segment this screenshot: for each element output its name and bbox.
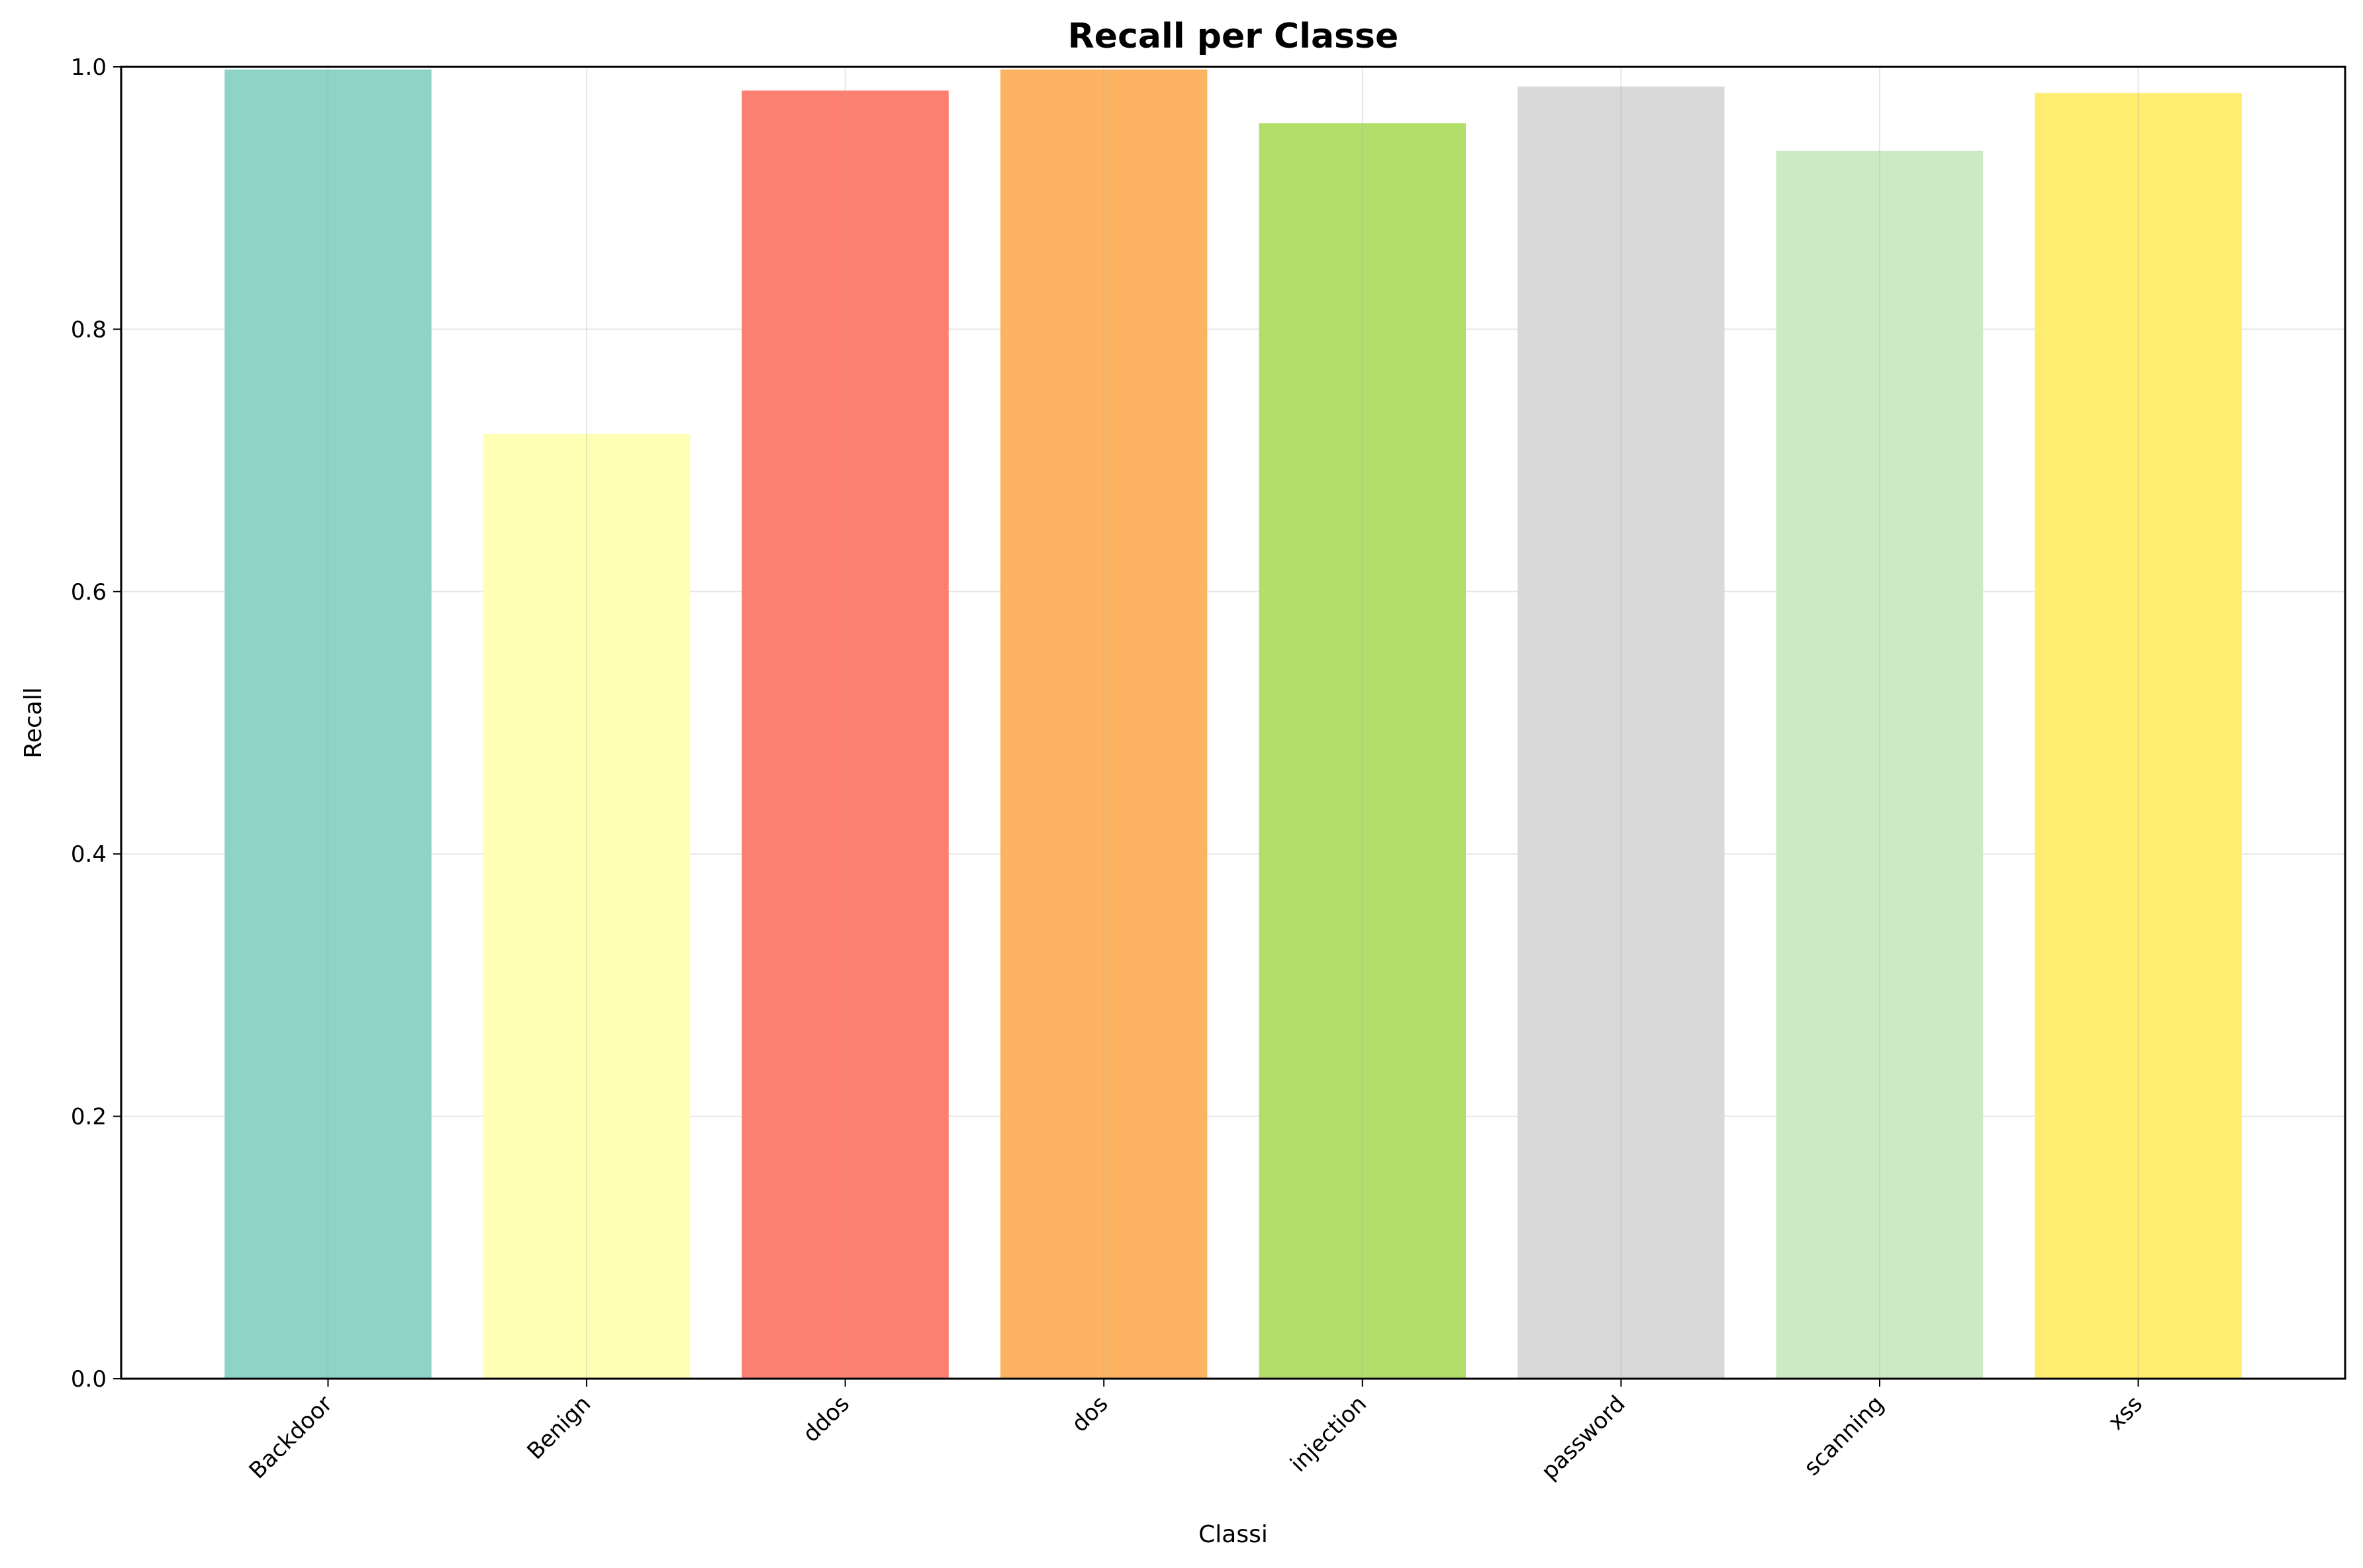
bar-benign <box>483 434 691 1379</box>
y-tick-label: 0.2 <box>71 1104 107 1130</box>
y-tick-label: 1.0 <box>71 54 107 81</box>
y-axis-label: Recall <box>20 687 47 758</box>
y-tick-label: 0.8 <box>71 316 107 343</box>
bar-scanning <box>1776 150 1984 1379</box>
y-axis-ticks: 0.0 0.2 0.4 0.6 0.8 1.0 <box>71 54 121 1393</box>
plot-frame <box>120 66 2346 1380</box>
vertical-grid-lines <box>327 67 2139 1379</box>
bar-xss <box>2035 93 2242 1379</box>
y-tick-label: 0.4 <box>71 841 107 868</box>
bar-password <box>1518 86 1725 1379</box>
chart-title: Recall per Classe <box>1068 17 1398 56</box>
y-tick-label: 0.6 <box>71 579 107 606</box>
bar-ddos <box>742 90 949 1379</box>
bar-injection <box>1259 123 1467 1379</box>
bars <box>224 69 2242 1379</box>
y-tick-label: 0.0 <box>71 1366 107 1393</box>
x-axis-label: Classi <box>1198 1521 1268 1548</box>
bar-backdoor <box>224 69 432 1379</box>
bar-dos <box>1000 69 1208 1379</box>
